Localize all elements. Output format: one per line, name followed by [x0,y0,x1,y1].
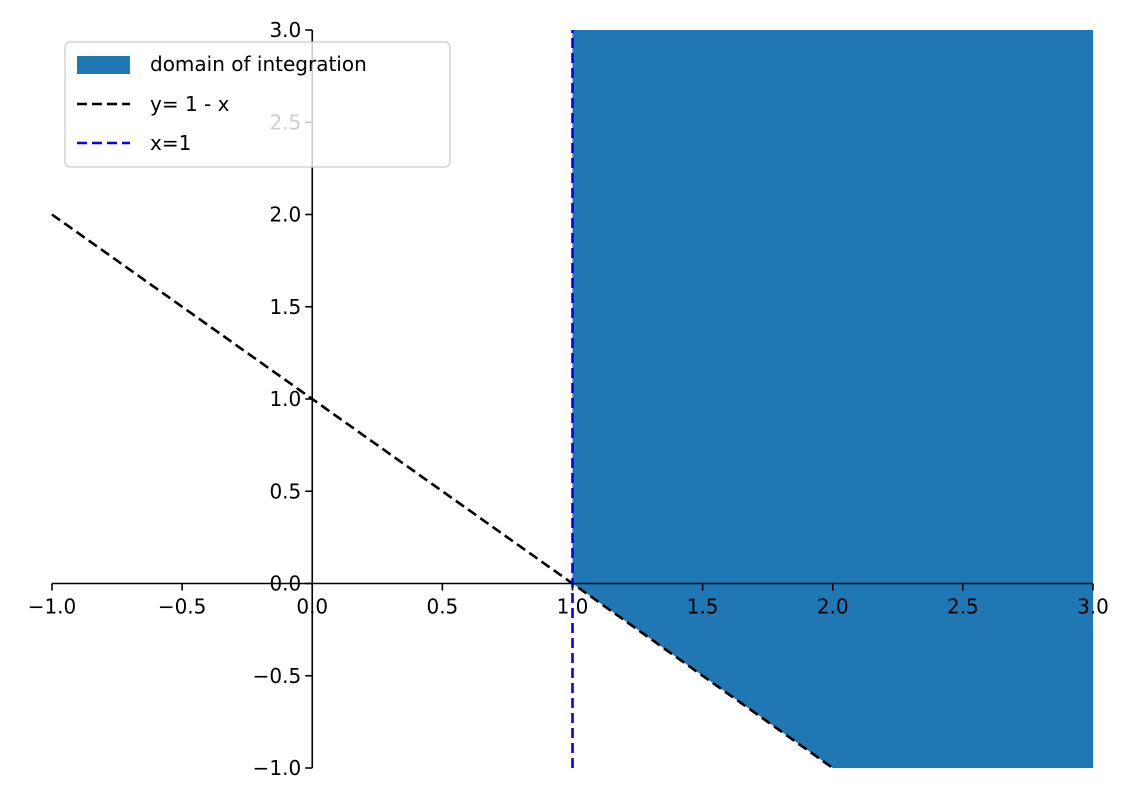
x-tick-label: 1.5 [687,595,719,619]
y-tick-label: 1.5 [269,295,301,319]
y-tick-label: 3.0 [269,18,301,42]
y-tick-label: −1.0 [253,756,302,780]
legend-label: x=1 [150,131,191,155]
x-tick-label: 0.5 [426,595,458,619]
legend-label: y= 1 - x [150,92,230,116]
y-tick-label: 1.0 [269,387,301,411]
domain-region-fill [572,30,1093,768]
x-tick-label: 2.0 [817,595,849,619]
x-tick-label: −1.0 [28,595,77,619]
y-tick-label: −0.5 [253,664,302,688]
axes: −1.0 −0.5 0.0 0.5 1.0 1.5 2.0 2.5 3.0 −1.0 −0.5 0.0… [28,18,1109,780]
series-line-y-equals-1-minus-x [51,213,834,770]
y-tick-label: 0.5 [269,479,301,503]
x-tick-label: 0.0 [296,595,328,619]
legend-swatch-domain [77,56,130,74]
legend: domain of integration y= 1 - x x=1 [64,41,451,168]
x-tick-label: 3.0 [1077,595,1109,619]
legend-label: domain of integration [150,52,367,76]
y-tick-label: 2.0 [269,203,301,227]
legend-box [64,41,451,168]
x-tick-label: 2.5 [947,595,979,619]
y-tick-label: 0.0 [269,572,301,596]
x-tick-label: −0.5 [158,595,207,619]
